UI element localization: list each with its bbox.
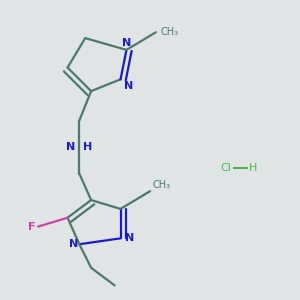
- Text: CH₃: CH₃: [160, 27, 178, 37]
- Text: F: F: [28, 222, 35, 232]
- Text: N: N: [69, 239, 78, 249]
- Text: Cl: Cl: [221, 163, 232, 173]
- Text: N: N: [124, 81, 133, 91]
- Text: N: N: [66, 142, 75, 152]
- Text: N: N: [122, 38, 131, 48]
- Text: H: H: [83, 142, 92, 152]
- Text: H: H: [249, 163, 257, 173]
- Text: N: N: [125, 233, 134, 243]
- Text: CH₃: CH₃: [153, 180, 171, 190]
